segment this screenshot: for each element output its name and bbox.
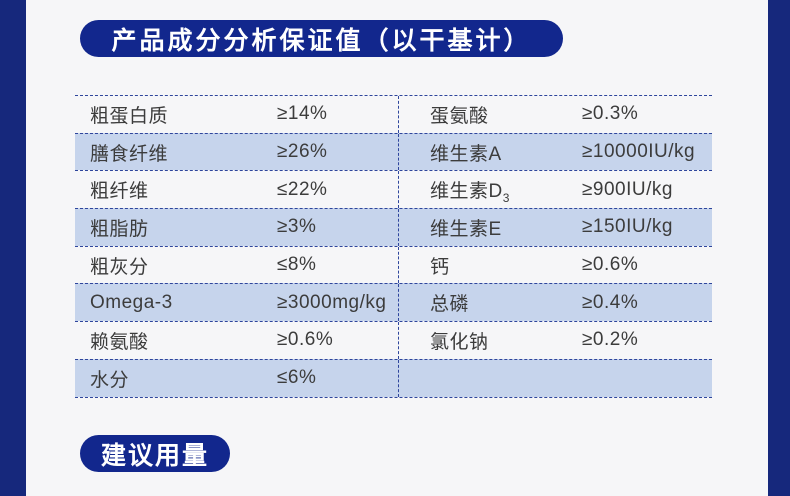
right-param-value: ≥0.4% bbox=[582, 291, 639, 313]
left-border-band bbox=[0, 0, 26, 496]
left-param-cell: 粗灰分 ≤8% bbox=[75, 247, 398, 284]
right-param-cell: 蛋氨酸 ≥0.3% bbox=[398, 96, 712, 133]
right-param-label-subscript: 3 bbox=[502, 191, 510, 206]
table-row: 粗脂肪 ≥3% 维生素E ≥150IU/kg bbox=[75, 208, 712, 246]
left-param-value: ≥0.6% bbox=[277, 329, 334, 351]
right-param-label: 钙 bbox=[430, 256, 450, 278]
dosage-section-badge: 建议用量 bbox=[80, 435, 230, 472]
right-param-cell bbox=[398, 359, 712, 397]
left-param-label: 粗灰分 bbox=[90, 256, 149, 278]
right-param-cell: 总磷 ≥0.4% bbox=[398, 284, 712, 322]
left-param-cell: 粗脂肪 ≥3% bbox=[75, 209, 398, 246]
right-param-value: ≥0.3% bbox=[582, 103, 639, 125]
left-param-label: 水分 bbox=[90, 369, 130, 391]
left-param-label: 粗蛋白质 bbox=[90, 105, 169, 127]
left-param-cell: 水分 ≤6% bbox=[75, 360, 398, 397]
left-param-cell: 粗蛋白质 ≥14% bbox=[75, 96, 398, 133]
right-param-label: 维生素E bbox=[430, 218, 502, 240]
left-param-value: ≥3% bbox=[277, 216, 317, 238]
right-param-label: 蛋氨酸 bbox=[430, 105, 489, 127]
section-title-badge: 产品成分分析保证值（以干基计） bbox=[80, 20, 563, 57]
right-param-label: 维生素D3 bbox=[430, 181, 510, 206]
left-param-label: 粗纤维 bbox=[90, 181, 149, 203]
table-row: 粗纤维 ≤22% 维生素D3 ≥900IU/kg bbox=[75, 170, 712, 209]
left-param-cell: 粗纤维 ≤22% bbox=[75, 171, 398, 208]
dosage-section-title: 建议用量 bbox=[100, 441, 209, 470]
table-row: 粗蛋白质 ≥14% 蛋氨酸 ≥0.3% bbox=[75, 95, 712, 133]
left-param-label: 膳食纤维 bbox=[90, 143, 169, 165]
table-row: 赖氨酸 ≥0.6% 氯化钠 ≥0.2% bbox=[75, 321, 712, 359]
right-param-cell: 氯化钠 ≥0.2% bbox=[398, 322, 712, 359]
left-param-value: ≥3000mg/kg bbox=[277, 291, 387, 313]
table-row: 膳食纤维 ≥26% 维生素A ≥10000IU/kg bbox=[75, 132, 712, 171]
right-param-value: ≥10000IU/kg bbox=[582, 141, 696, 163]
table-row: Omega-3 ≥3000mg/kg 总磷 ≥0.4% bbox=[75, 283, 712, 322]
left-param-label: Omega-3 bbox=[90, 291, 173, 313]
left-param-cell: 膳食纤维 ≥26% bbox=[75, 134, 398, 171]
section-title: 产品成分分析保证值（以干基计） bbox=[111, 26, 532, 55]
right-param-value: ≥900IU/kg bbox=[582, 178, 673, 200]
left-param-cell: Omega-3 ≥3000mg/kg bbox=[75, 284, 398, 321]
right-param-label: 总磷 bbox=[430, 294, 470, 316]
left-param-value: ≥26% bbox=[277, 141, 328, 163]
right-param-value: ≥0.2% bbox=[582, 329, 639, 351]
left-param-value: ≥14% bbox=[277, 103, 328, 125]
right-param-cell: 维生素A ≥10000IU/kg bbox=[398, 133, 712, 171]
left-param-value: ≤22% bbox=[277, 178, 328, 200]
table-row: 粗灰分 ≤8% 钙 ≥0.6% bbox=[75, 245, 712, 284]
right-param-value: ≥0.6% bbox=[582, 254, 639, 276]
right-param-label: 氯化钠 bbox=[430, 331, 489, 353]
left-param-label: 粗脂肪 bbox=[90, 218, 149, 240]
table-row: 水分 ≤6% bbox=[75, 358, 712, 397]
right-param-value: ≥150IU/kg bbox=[582, 216, 673, 238]
left-param-label: 赖氨酸 bbox=[90, 331, 149, 353]
right-param-cell: 维生素D3 ≥900IU/kg bbox=[398, 171, 712, 209]
right-param-label: 维生素A bbox=[430, 143, 502, 165]
right-param-cell: 维生素E ≥150IU/kg bbox=[398, 209, 712, 246]
right-param-cell: 钙 ≥0.6% bbox=[398, 246, 712, 284]
left-param-value: ≤8% bbox=[277, 254, 317, 276]
nutrition-table: 粗蛋白质 ≥14% 蛋氨酸 ≥0.3% 膳食纤维 ≥26% 维生素A ≥10000IU/kg 粗… bbox=[75, 95, 712, 398]
left-param-value: ≤6% bbox=[277, 367, 317, 389]
right-border-band bbox=[768, 0, 790, 496]
left-param-cell: 赖氨酸 ≥0.6% bbox=[75, 322, 398, 359]
